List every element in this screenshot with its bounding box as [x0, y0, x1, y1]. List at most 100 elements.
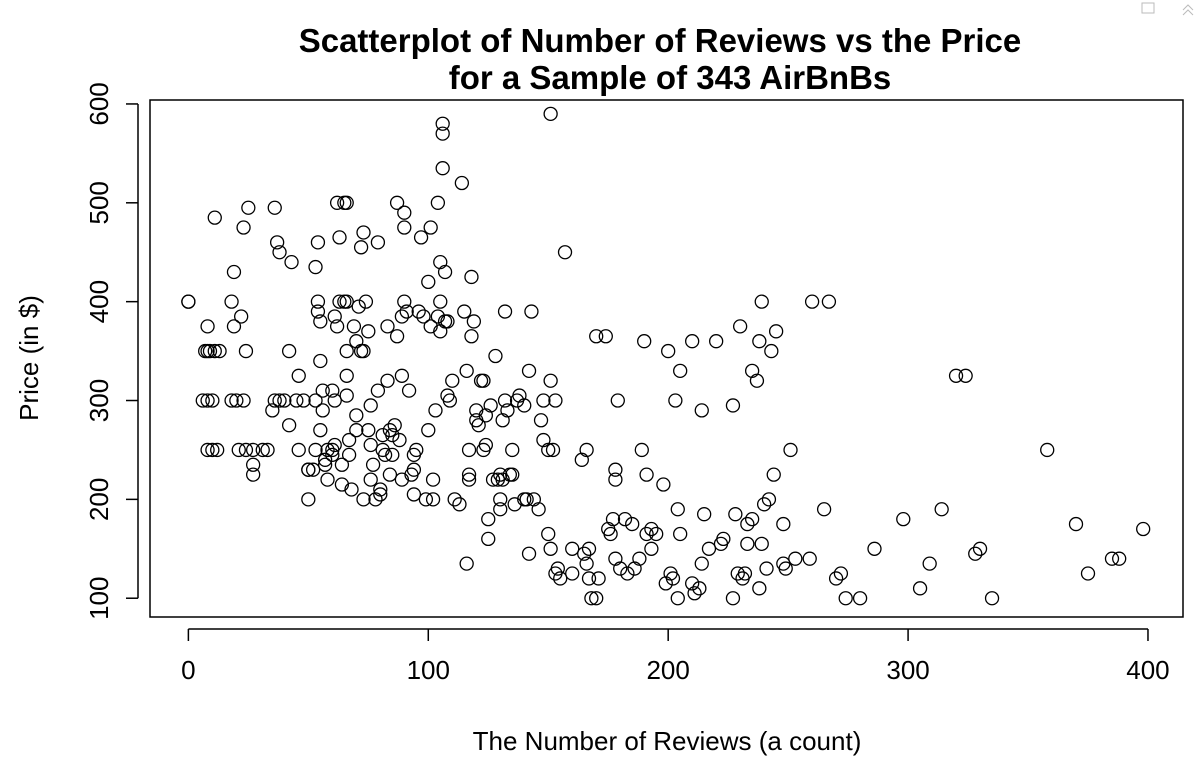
point	[207, 210, 222, 225]
point	[421, 423, 436, 438]
point	[461, 467, 477, 482]
point	[452, 497, 467, 512]
point	[1104, 551, 1120, 566]
point	[591, 571, 606, 586]
point	[637, 334, 652, 349]
point	[421, 274, 436, 290]
point	[435, 161, 450, 176]
point	[308, 442, 323, 458]
point	[476, 373, 491, 388]
point	[1080, 566, 1096, 581]
chart-title: for a Sample of 343 AirBnBs	[449, 59, 892, 96]
point	[373, 482, 388, 497]
point	[461, 472, 477, 487]
point	[749, 373, 765, 388]
point	[313, 314, 328, 329]
point	[320, 472, 335, 487]
point	[740, 536, 755, 551]
point	[464, 269, 479, 285]
point	[584, 591, 599, 606]
point	[605, 511, 621, 527]
point	[725, 591, 741, 606]
point	[234, 309, 249, 324]
point	[778, 561, 793, 576]
x-tick-label: 100	[407, 655, 450, 685]
point	[579, 442, 594, 458]
point	[761, 492, 777, 507]
point	[665, 571, 681, 586]
point	[200, 393, 215, 408]
point	[533, 413, 549, 428]
point	[380, 319, 395, 334]
point	[325, 383, 340, 398]
point	[406, 487, 422, 502]
point	[644, 541, 659, 556]
point	[620, 566, 635, 581]
point	[524, 304, 539, 319]
point	[776, 516, 791, 532]
point	[644, 521, 659, 537]
point	[471, 418, 486, 433]
point	[459, 363, 474, 379]
point	[589, 591, 604, 606]
point	[198, 343, 213, 359]
y-tick-label: 500	[84, 181, 114, 224]
point	[838, 591, 853, 606]
point	[382, 467, 398, 482]
point	[685, 334, 700, 349]
point	[226, 319, 242, 334]
point	[764, 343, 779, 359]
point	[668, 393, 683, 408]
point	[277, 393, 292, 408]
point	[581, 541, 597, 556]
point	[730, 566, 745, 581]
point	[281, 343, 297, 359]
point	[488, 348, 503, 364]
point	[308, 393, 323, 408]
point	[454, 175, 470, 191]
point	[399, 304, 414, 319]
y-tick-label: 300	[84, 379, 114, 422]
point	[948, 368, 964, 383]
point	[363, 398, 378, 413]
point	[634, 442, 649, 458]
y-tick-label: 600	[84, 82, 114, 125]
point	[756, 497, 772, 512]
point	[788, 551, 803, 566]
x-tick-label: 200	[646, 655, 689, 685]
point	[536, 393, 551, 408]
point	[541, 526, 556, 542]
plot-frame	[149, 99, 1184, 618]
point	[435, 116, 450, 131]
point	[339, 294, 354, 309]
point	[310, 294, 326, 309]
point	[553, 571, 568, 586]
point	[380, 373, 395, 388]
point	[207, 343, 222, 359]
point	[317, 457, 333, 472]
point	[610, 393, 625, 408]
point	[505, 442, 520, 458]
point	[550, 561, 565, 576]
point	[661, 343, 676, 359]
point	[334, 477, 350, 492]
point	[802, 551, 817, 566]
point	[625, 516, 640, 532]
point	[281, 418, 297, 433]
point	[709, 334, 724, 349]
point	[236, 393, 251, 408]
point	[852, 591, 868, 606]
point	[495, 472, 510, 487]
point	[435, 126, 450, 141]
point	[226, 264, 242, 280]
point	[210, 442, 225, 458]
point	[639, 526, 654, 542]
point	[500, 403, 515, 418]
point	[548, 393, 563, 408]
point	[313, 353, 328, 369]
point	[670, 591, 685, 606]
point	[766, 467, 781, 482]
point	[265, 403, 280, 418]
point	[673, 363, 688, 379]
